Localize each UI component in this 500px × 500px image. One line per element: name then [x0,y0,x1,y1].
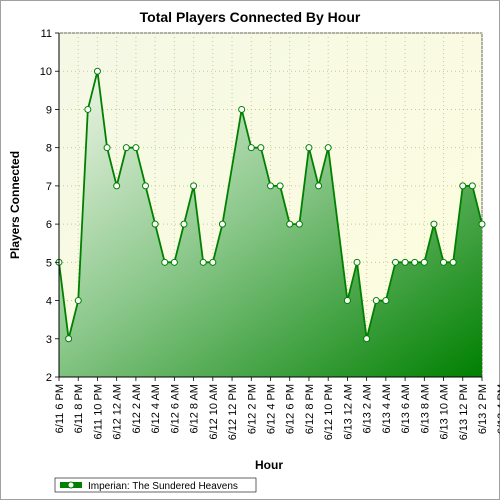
x-tick-label: 6/12 4 PM [266,384,278,434]
x-tick-label: 6/12 8 AM [189,384,201,434]
data-point [449,258,457,266]
x-tick-label: 6/13 2 PM [477,384,489,434]
chart-title: Total Players Connected By Hour [140,9,361,25]
x-tick-label: 6/11 8 PM [73,384,85,433]
legend-marker [67,481,75,489]
data-point [440,258,448,266]
data-point [190,182,198,190]
data-point [247,144,255,152]
data-point [382,297,390,305]
data-point [315,182,323,190]
data-point [401,258,409,266]
y-tick-label: 7 [46,181,52,193]
y-tick-label: 8 [46,143,52,155]
x-tick-label: 6/13 12 PM [458,384,470,440]
data-point [295,220,303,228]
x-axis: 6/11 6 PM 6/11 8 PM 6/11 10 PM 6/12 12 AM 6/… [54,376,500,440]
marker-layer [55,67,486,343]
data-point [267,182,274,190]
area-layer [59,71,482,377]
series-area [59,71,482,377]
x-tick-label: 6/12 2 PM [246,384,258,434]
x-tick-label: 6/13 2 AM [362,384,374,434]
data-point [324,144,332,152]
x-tick-label: 6/12 8 PM [304,384,316,434]
data-point [180,220,188,228]
y-axis: 2 3 4 5 6 7 8 9 10 11 [40,28,60,384]
legend: Imperian: The Sundered Heavens [54,477,257,493]
legend-box [54,477,257,493]
x-tick-label: 6/13 10 AM [439,384,451,440]
x-tick-label: 6/12 2 AM [131,384,143,434]
legend-label: Imperian: The Sundered Heavens [88,481,238,492]
data-point [151,220,159,228]
y-tick-label: 4 [46,296,52,308]
data-point [353,258,361,266]
y-tick-label: 6 [46,219,52,231]
x-tick-label: 6/13 4 AM [381,384,393,434]
data-point [132,144,140,152]
y-tick-label: 9 [46,104,52,116]
data-point [170,258,178,266]
data-point [372,297,380,305]
data-point [142,182,150,190]
data-point [430,220,438,228]
data-point [286,220,294,228]
data-point [93,67,101,75]
y-tick-label: 11 [41,28,52,40]
data-point [122,144,130,152]
data-point [363,335,371,343]
data-point [420,258,428,266]
x-tick-label: 6/13 4 PM [496,384,500,434]
data-point [305,144,313,152]
data-point [218,220,226,228]
x-tick-label: 6/12 12 PM [227,384,239,440]
x-tick-label: 6/13 6 AM [400,384,412,434]
x-tick-label: 6/12 6 PM [285,384,297,434]
y-axis-label: Players Connected [8,151,22,259]
x-tick-label: 6/12 4 AM [150,384,162,434]
data-point [209,258,217,266]
y-tick-label: 5 [46,257,52,269]
data-point [238,105,246,113]
data-point [103,144,111,152]
data-point [161,258,169,266]
data-point [411,258,419,266]
x-axis-label: Hour [255,458,283,472]
x-tick-label: 6/12 10 PM [323,384,335,440]
data-point [459,182,467,190]
x-tick-label: 6/12 10 AM [208,384,220,440]
data-point [65,335,73,343]
data-point [478,220,486,228]
data-point [343,297,351,305]
x-tick-label: 6/11 10 PM [92,384,104,439]
x-tick-label: 6/13 12 AM [342,384,354,440]
data-point [199,258,207,266]
y-tick-label: 3 [46,334,52,346]
data-point [391,258,399,266]
y-tick-label: 2 [46,372,52,384]
data-point [113,182,121,190]
y-tick-label: 10 [40,66,52,78]
x-tick-label: 6/12 6 AM [169,384,181,434]
data-point [84,105,92,113]
x-tick-label: 6/13 8 AM [419,384,431,434]
data-point [468,182,476,190]
data-point [257,144,265,152]
data-point [276,182,284,190]
x-tick-label: 6/11 6 PM [54,384,66,433]
data-point [74,297,82,305]
x-tick-label: 6/12 12 AM [112,384,124,440]
